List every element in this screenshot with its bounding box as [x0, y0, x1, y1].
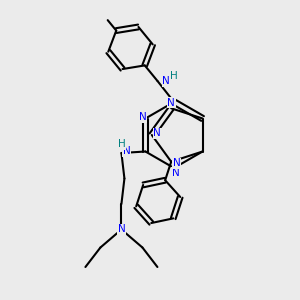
Text: N: N — [162, 76, 170, 86]
Text: N: N — [139, 112, 146, 122]
Text: N: N — [173, 158, 181, 168]
Text: N: N — [123, 146, 130, 157]
Text: H: H — [170, 70, 178, 81]
Text: N: N — [167, 98, 175, 108]
Text: N: N — [172, 167, 179, 178]
Text: H: H — [118, 139, 125, 149]
Text: N: N — [153, 128, 161, 139]
Text: N: N — [118, 224, 125, 235]
